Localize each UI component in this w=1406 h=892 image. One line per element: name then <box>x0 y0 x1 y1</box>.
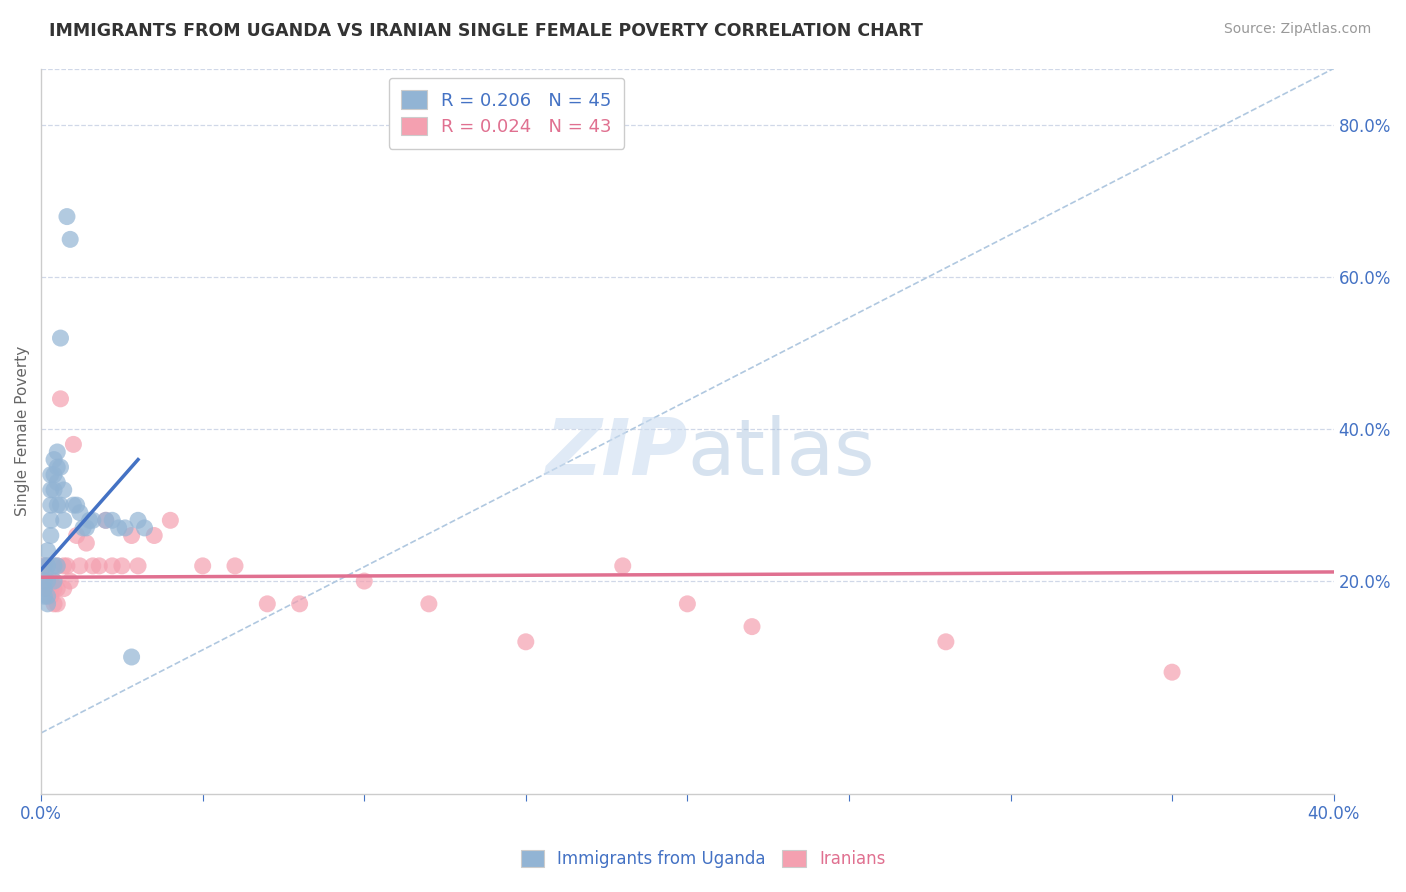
Point <box>121 650 143 665</box>
Point <box>42 483 65 497</box>
Point <box>46 582 69 596</box>
Point <box>59 232 82 246</box>
Point <box>62 498 84 512</box>
Point <box>62 437 84 451</box>
Point <box>52 513 75 527</box>
Point <box>46 475 69 490</box>
Point <box>56 558 79 573</box>
Point <box>46 597 69 611</box>
Point <box>114 521 136 535</box>
Point <box>49 460 72 475</box>
Legend: Immigrants from Uganda, Iranians: Immigrants from Uganda, Iranians <box>515 843 891 875</box>
Point <box>39 528 62 542</box>
Point <box>39 589 62 603</box>
Point <box>46 558 69 573</box>
Point <box>42 467 65 482</box>
Point <box>37 543 59 558</box>
Point <box>111 558 134 573</box>
Text: atlas: atlas <box>688 415 875 491</box>
Y-axis label: Single Female Poverty: Single Female Poverty <box>15 346 30 516</box>
Point <box>37 582 59 596</box>
Point <box>935 635 957 649</box>
Point <box>101 558 124 573</box>
Point <box>42 597 65 611</box>
Point <box>1161 665 1184 680</box>
Point <box>143 528 166 542</box>
Point <box>37 597 59 611</box>
Point <box>66 498 89 512</box>
Point <box>79 513 101 527</box>
Point <box>72 521 94 535</box>
Point <box>34 558 56 573</box>
Point <box>121 528 143 542</box>
Point <box>66 528 89 542</box>
Point <box>82 513 104 527</box>
Point <box>42 574 65 588</box>
Point <box>288 597 311 611</box>
Point <box>515 635 537 649</box>
Point <box>75 521 97 535</box>
Point <box>34 574 56 588</box>
Point <box>59 574 82 588</box>
Point <box>34 558 56 573</box>
Point <box>42 452 65 467</box>
Point <box>46 558 69 573</box>
Point <box>94 513 117 527</box>
Point <box>42 558 65 573</box>
Point <box>39 582 62 596</box>
Point <box>39 483 62 497</box>
Point <box>101 513 124 527</box>
Point <box>127 513 149 527</box>
Point <box>256 597 278 611</box>
Point <box>134 521 156 535</box>
Point <box>39 467 62 482</box>
Point <box>37 574 59 588</box>
Point <box>49 392 72 406</box>
Point <box>37 558 59 573</box>
Point <box>224 558 246 573</box>
Point <box>52 558 75 573</box>
Point <box>46 498 69 512</box>
Text: Source: ZipAtlas.com: Source: ZipAtlas.com <box>1223 22 1371 37</box>
Point <box>418 597 440 611</box>
Point <box>37 558 59 573</box>
Legend: R = 0.206   N = 45, R = 0.024   N = 43: R = 0.206 N = 45, R = 0.024 N = 43 <box>388 78 624 149</box>
Point <box>49 331 72 345</box>
Point <box>191 558 214 573</box>
Text: IMMIGRANTS FROM UGANDA VS IRANIAN SINGLE FEMALE POVERTY CORRELATION CHART: IMMIGRANTS FROM UGANDA VS IRANIAN SINGLE… <box>49 22 924 40</box>
Point <box>52 483 75 497</box>
Point <box>39 498 62 512</box>
Point <box>676 597 699 611</box>
Text: ZIP: ZIP <box>546 415 688 491</box>
Point <box>82 558 104 573</box>
Point <box>39 574 62 588</box>
Point <box>612 558 634 573</box>
Point <box>52 582 75 596</box>
Point <box>34 574 56 588</box>
Point <box>69 558 91 573</box>
Point <box>37 589 59 603</box>
Point <box>34 589 56 603</box>
Point <box>46 445 69 459</box>
Point <box>741 619 763 633</box>
Point <box>159 513 181 527</box>
Point <box>75 536 97 550</box>
Point <box>127 558 149 573</box>
Point <box>107 521 129 535</box>
Point <box>94 513 117 527</box>
Point <box>42 582 65 596</box>
Point <box>56 210 79 224</box>
Point <box>46 460 69 475</box>
Point <box>49 498 72 512</box>
Point <box>69 506 91 520</box>
Point <box>42 574 65 588</box>
Point <box>353 574 375 588</box>
Point <box>39 513 62 527</box>
Point <box>89 558 111 573</box>
Point <box>34 582 56 596</box>
